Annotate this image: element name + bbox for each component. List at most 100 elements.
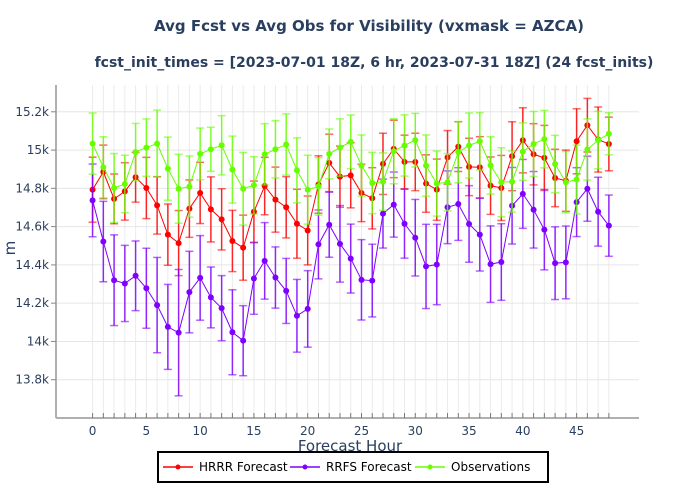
data-point bbox=[304, 305, 311, 312]
data-point bbox=[293, 312, 300, 319]
data-point bbox=[218, 142, 225, 149]
data-point bbox=[358, 276, 365, 283]
data-point bbox=[358, 162, 365, 169]
data-point bbox=[423, 263, 430, 270]
data-point bbox=[304, 227, 311, 234]
chart-title: Avg Fcst vs Avg Obs for Visibility (vxma… bbox=[154, 17, 584, 35]
data-point bbox=[326, 221, 333, 228]
data-point bbox=[466, 142, 473, 149]
x-tick-label: 45 bbox=[569, 424, 584, 438]
data-point bbox=[336, 240, 343, 247]
data-point bbox=[487, 261, 494, 268]
y-tick-label: 14.8k bbox=[15, 181, 49, 195]
data-point bbox=[240, 185, 247, 192]
x-tick-label: 25 bbox=[354, 424, 369, 438]
data-point bbox=[154, 202, 161, 209]
data-point bbox=[304, 186, 311, 193]
data-point bbox=[283, 141, 290, 148]
y-tick-label: 14.4k bbox=[15, 258, 49, 272]
data-point bbox=[272, 274, 279, 281]
data-point bbox=[164, 165, 171, 172]
x-tick-label: 40 bbox=[515, 424, 530, 438]
data-point bbox=[121, 280, 128, 287]
data-point bbox=[89, 140, 96, 147]
data-point bbox=[347, 138, 354, 145]
data-point bbox=[89, 197, 96, 204]
data-point bbox=[466, 220, 473, 227]
data-point bbox=[584, 146, 591, 153]
data-point bbox=[272, 196, 279, 203]
data-point bbox=[218, 305, 225, 312]
data-point bbox=[154, 140, 161, 147]
y-tick-label: 13.8k bbox=[15, 373, 49, 387]
data-point bbox=[369, 179, 376, 186]
data-point bbox=[573, 138, 580, 145]
data-point bbox=[455, 201, 462, 208]
data-point bbox=[229, 329, 236, 336]
series-rrfs-forecast bbox=[88, 155, 613, 397]
data-point bbox=[476, 138, 483, 145]
legend-label: HRRR Forecast bbox=[199, 460, 288, 474]
data-point bbox=[487, 162, 494, 169]
data-point bbox=[283, 204, 290, 211]
x-axis-title: Forecast Hour bbox=[298, 437, 403, 455]
data-point bbox=[433, 180, 440, 187]
data-point bbox=[197, 189, 204, 196]
legend-marker bbox=[175, 464, 181, 470]
data-point bbox=[519, 190, 526, 197]
data-point bbox=[530, 206, 537, 213]
data-point bbox=[132, 272, 139, 279]
data-point bbox=[175, 240, 182, 247]
data-point bbox=[347, 172, 354, 179]
data-point bbox=[390, 148, 397, 155]
data-point bbox=[186, 183, 193, 190]
data-point bbox=[121, 180, 128, 187]
data-point bbox=[207, 294, 214, 301]
data-point bbox=[175, 329, 182, 336]
data-point bbox=[100, 164, 107, 171]
legend-box bbox=[157, 451, 549, 483]
data-point bbox=[197, 274, 204, 281]
data-point bbox=[573, 176, 580, 183]
data-point bbox=[433, 261, 440, 268]
data-point bbox=[240, 244, 247, 251]
data-point bbox=[530, 140, 537, 147]
data-point bbox=[250, 275, 257, 282]
data-point bbox=[595, 208, 602, 215]
data-point bbox=[315, 241, 322, 248]
data-point bbox=[369, 277, 376, 284]
data-point bbox=[111, 184, 118, 191]
data-point bbox=[379, 210, 386, 217]
data-point bbox=[175, 185, 182, 192]
data-point bbox=[379, 178, 386, 185]
x-tick-label: 20 bbox=[300, 424, 315, 438]
data-point bbox=[261, 257, 268, 264]
data-point bbox=[240, 337, 247, 344]
chart-subtitle: fcst_init_times = [2023-07-01 18Z, 6 hr,… bbox=[95, 55, 654, 71]
data-point bbox=[326, 150, 333, 157]
data-point bbox=[207, 146, 214, 153]
data-point bbox=[197, 150, 204, 157]
y-tick-label: 14.6k bbox=[15, 220, 49, 234]
data-point bbox=[562, 179, 569, 186]
data-point bbox=[595, 137, 602, 144]
y-tick-label: 14.2k bbox=[15, 296, 49, 310]
data-point bbox=[143, 144, 150, 151]
data-point bbox=[562, 259, 569, 266]
data-point bbox=[272, 146, 279, 153]
data-point bbox=[336, 144, 343, 151]
legend: HRRR Forecast RRFS Forecast Observations bbox=[157, 451, 549, 483]
data-point bbox=[132, 149, 139, 156]
data-point bbox=[207, 206, 214, 213]
data-point bbox=[412, 234, 419, 241]
data-point bbox=[111, 277, 118, 284]
data-point bbox=[143, 184, 150, 191]
y-axis-title: m bbox=[1, 241, 19, 256]
data-point bbox=[164, 323, 171, 330]
data-point bbox=[293, 167, 300, 174]
x-tick-label: 5 bbox=[143, 424, 151, 438]
data-point bbox=[498, 179, 505, 186]
axes: 13.8k 14k 14.2k 14.4k 14.6k 14.8k 15k 15.2k 0 5 10… bbox=[15, 85, 639, 438]
x-tick-label: 15 bbox=[246, 424, 261, 438]
